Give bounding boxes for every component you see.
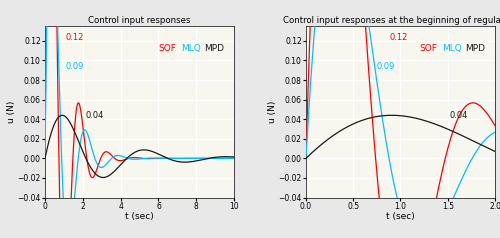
- Text: 0.04: 0.04: [450, 111, 468, 120]
- X-axis label: t (sec): t (sec): [386, 212, 415, 221]
- Text: 0.09: 0.09: [377, 62, 395, 71]
- Text: MLQ: MLQ: [442, 44, 462, 53]
- Text: 0.12: 0.12: [66, 33, 84, 42]
- Y-axis label: u (N): u (N): [7, 101, 16, 123]
- Text: MPD: MPD: [204, 44, 224, 53]
- Title: Control input responses: Control input responses: [88, 16, 191, 25]
- Title: Control input responses at the beginning of regulation: Control input responses at the beginning…: [284, 16, 500, 25]
- Text: 0.09: 0.09: [66, 62, 84, 71]
- Text: SOF: SOF: [420, 44, 437, 53]
- Text: MPD: MPD: [464, 44, 484, 53]
- X-axis label: t (sec): t (sec): [125, 212, 154, 221]
- Y-axis label: u (N): u (N): [268, 101, 277, 123]
- Text: MLQ: MLQ: [181, 44, 201, 53]
- Text: 0.04: 0.04: [86, 111, 104, 120]
- Text: SOF: SOF: [158, 44, 176, 53]
- Text: 0.12: 0.12: [389, 33, 407, 42]
